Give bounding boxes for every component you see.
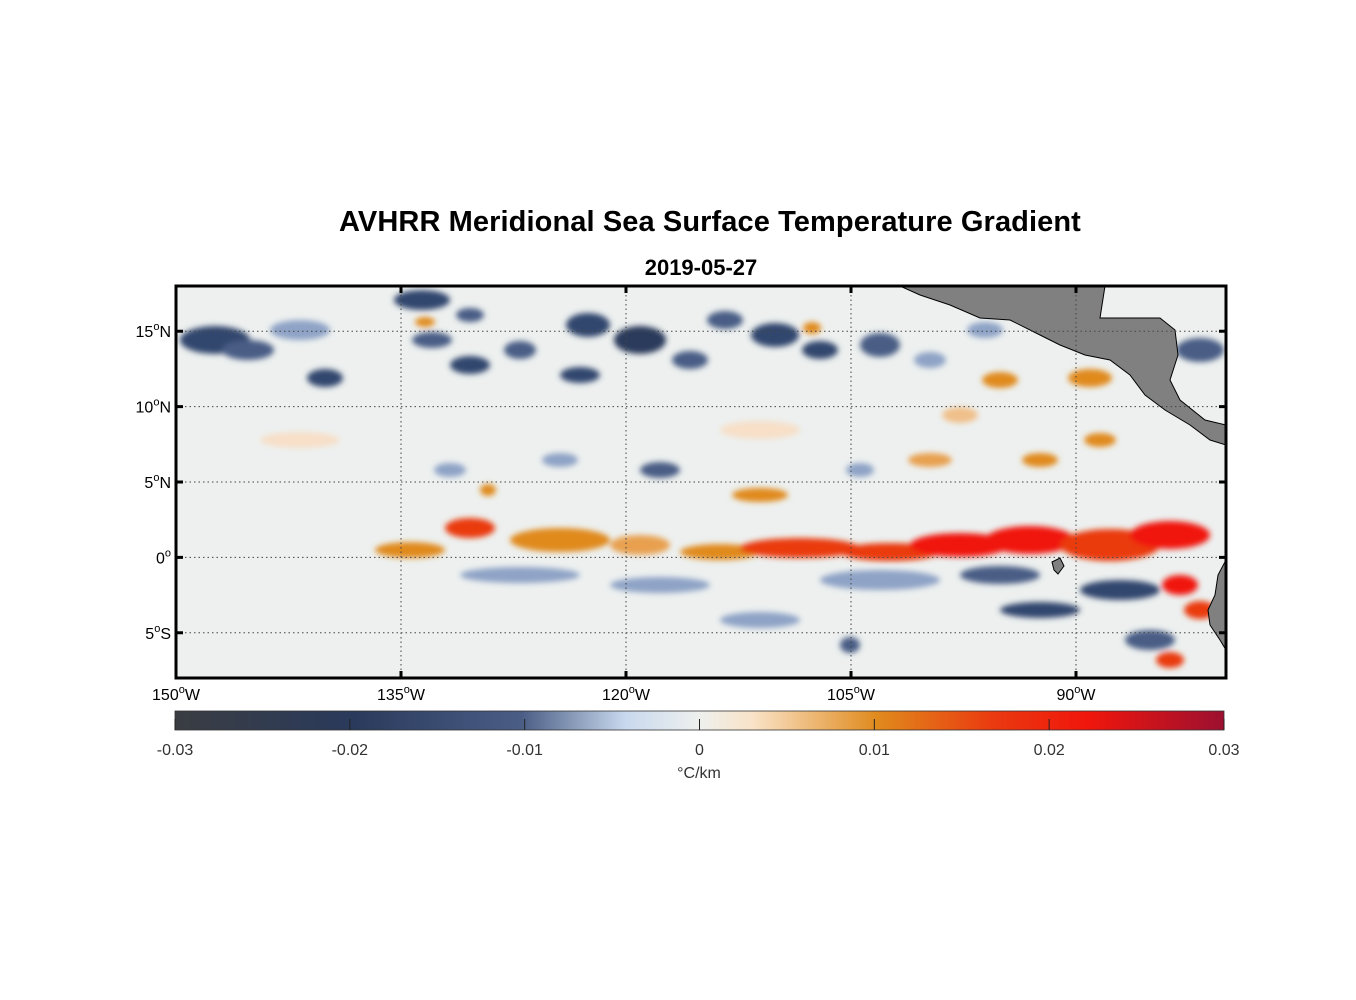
- lat-tick-label: 15oN: [136, 321, 171, 341]
- colorbar-tick-label: 0.02: [1034, 742, 1065, 759]
- colorbar-tick-label: 0.01: [859, 742, 890, 759]
- lon-tick-label: 120oW: [602, 684, 651, 704]
- colorbar-ticks: -0.03 -0.02 -0.01 0 0.01 0.02 0.03: [157, 719, 1240, 759]
- colorbar-tick-label: -0.01: [506, 742, 543, 759]
- lon-tick-label: 135oW: [377, 684, 426, 704]
- lon-tick-label: 150oW: [152, 684, 201, 704]
- colorbar-tick-label: 0.03: [1208, 742, 1239, 759]
- lat-tick-label: 5oN: [144, 472, 171, 492]
- lat-tick-label: 10oN: [136, 397, 171, 417]
- colorbar-tick-label: -0.03: [157, 742, 194, 759]
- central-america-land: [899, 286, 1226, 446]
- lon-tick-label: 105oW: [827, 684, 876, 704]
- lat-tick-label: 0o: [156, 547, 171, 567]
- sst-gradient-field: [176, 286, 1226, 678]
- colorbar-unit-label: °C/km: [677, 765, 721, 782]
- longitude-tick-labels: 150oW 135oW 120oW 105oW 90oW: [152, 684, 1096, 704]
- latitude-tick-labels: 15oN 10oN 5oN 0o 5oS: [136, 321, 171, 643]
- map-frame-ticks: [174, 286, 1226, 678]
- map-title: AVHRR Meridional Sea Surface Temperature…: [339, 206, 1081, 238]
- colorbar-tick-label: 0: [695, 742, 704, 759]
- lon-tick-label: 90oW: [1056, 684, 1096, 704]
- map-date-subtitle: 2019-05-27: [644, 255, 758, 280]
- colorbar-tick-label: -0.02: [332, 742, 369, 759]
- lat-tick-label: 5oS: [145, 623, 171, 643]
- galapagos-islands: [1051, 557, 1065, 575]
